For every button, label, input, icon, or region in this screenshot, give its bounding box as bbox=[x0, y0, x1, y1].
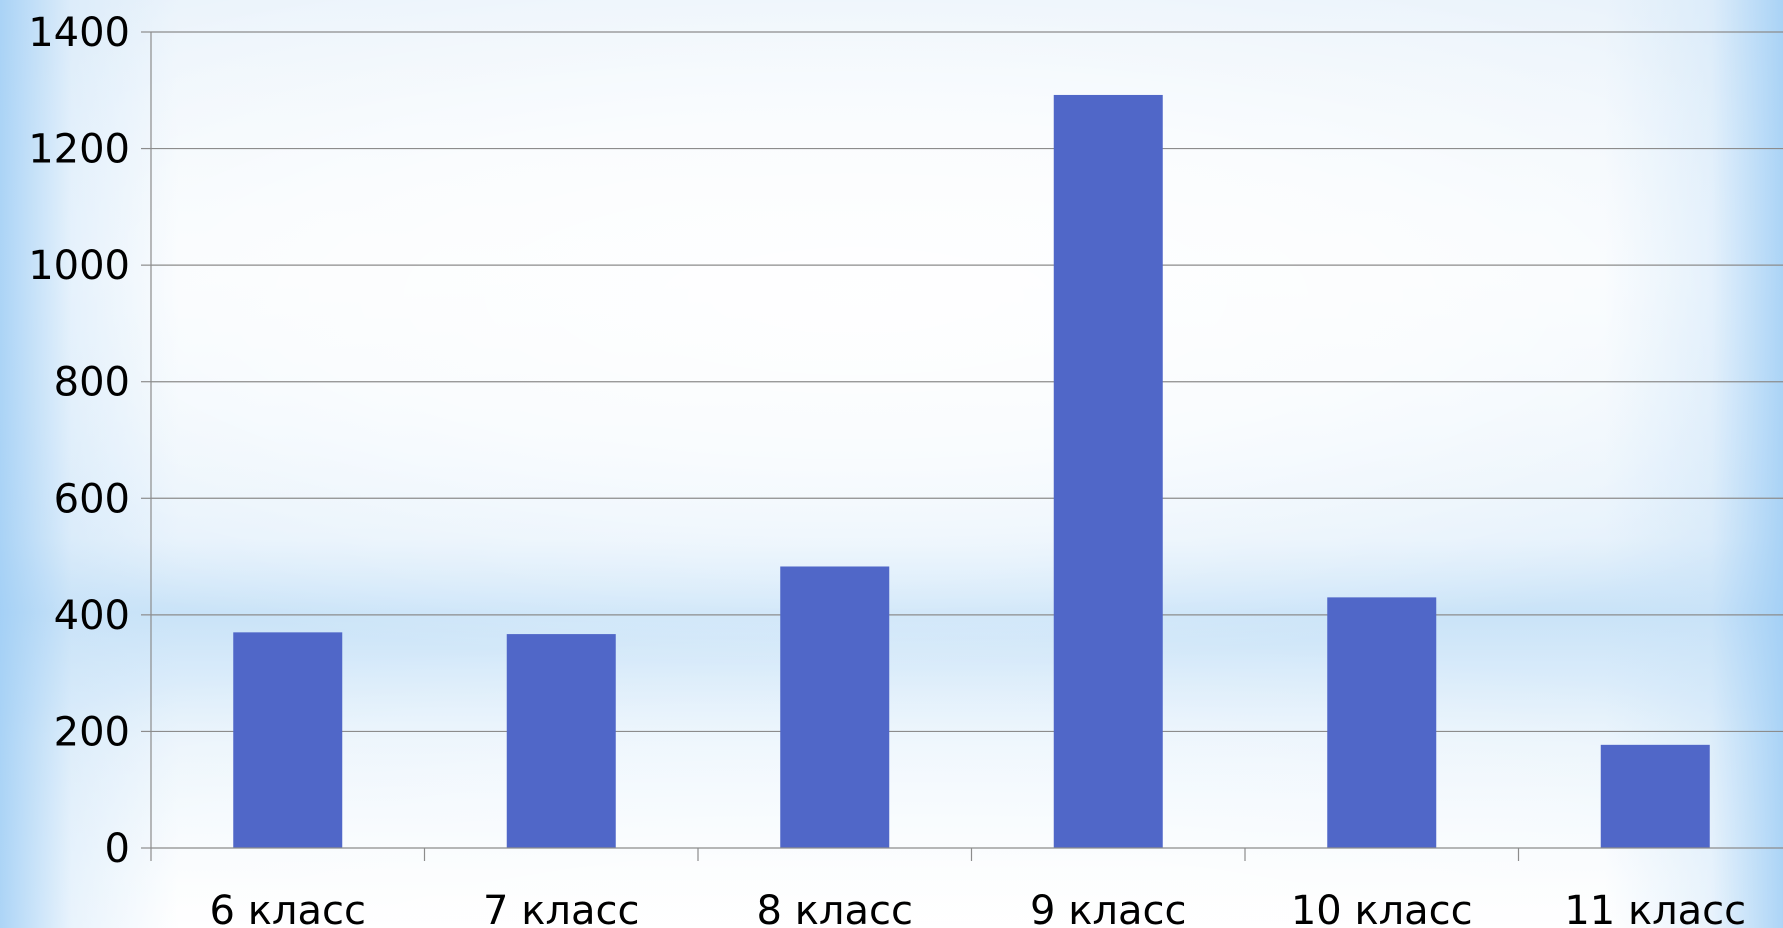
grid-lines bbox=[151, 31, 1783, 733]
bar bbox=[1600, 744, 1710, 848]
y-tick-label: 0 bbox=[105, 826, 130, 872]
bars bbox=[233, 94, 1710, 849]
y-tick-label: 1200 bbox=[28, 127, 130, 173]
bar bbox=[1327, 597, 1437, 848]
y-tick-label: 800 bbox=[54, 360, 130, 406]
bar bbox=[506, 634, 616, 848]
axes bbox=[141, 31, 1783, 861]
bar bbox=[1053, 94, 1163, 849]
y-axis-labels: 0 200 400 600 800 1000 1200 1400 bbox=[28, 10, 130, 872]
y-tick-label: 200 bbox=[54, 709, 130, 755]
bar bbox=[233, 632, 343, 848]
x-tick-label: 11 класс bbox=[1564, 888, 1746, 928]
x-tick-label: 9 класс bbox=[1030, 888, 1186, 928]
x-tick-label: 7 класс bbox=[483, 888, 639, 928]
x-tick-label: 8 класс bbox=[757, 888, 913, 928]
y-tick-label: 1000 bbox=[28, 243, 130, 289]
x-axis-labels: 6 класс 7 класс 8 класс 9 класс 10 класс 11 к… bbox=[210, 888, 1747, 928]
y-tick-label: 400 bbox=[54, 593, 130, 639]
bar bbox=[780, 566, 890, 848]
x-tick-label: 10 класс bbox=[1291, 888, 1473, 928]
x-tick-label: 6 класс bbox=[210, 888, 366, 928]
y-tick-label: 1400 bbox=[28, 10, 130, 56]
y-tick-label: 600 bbox=[54, 476, 130, 522]
